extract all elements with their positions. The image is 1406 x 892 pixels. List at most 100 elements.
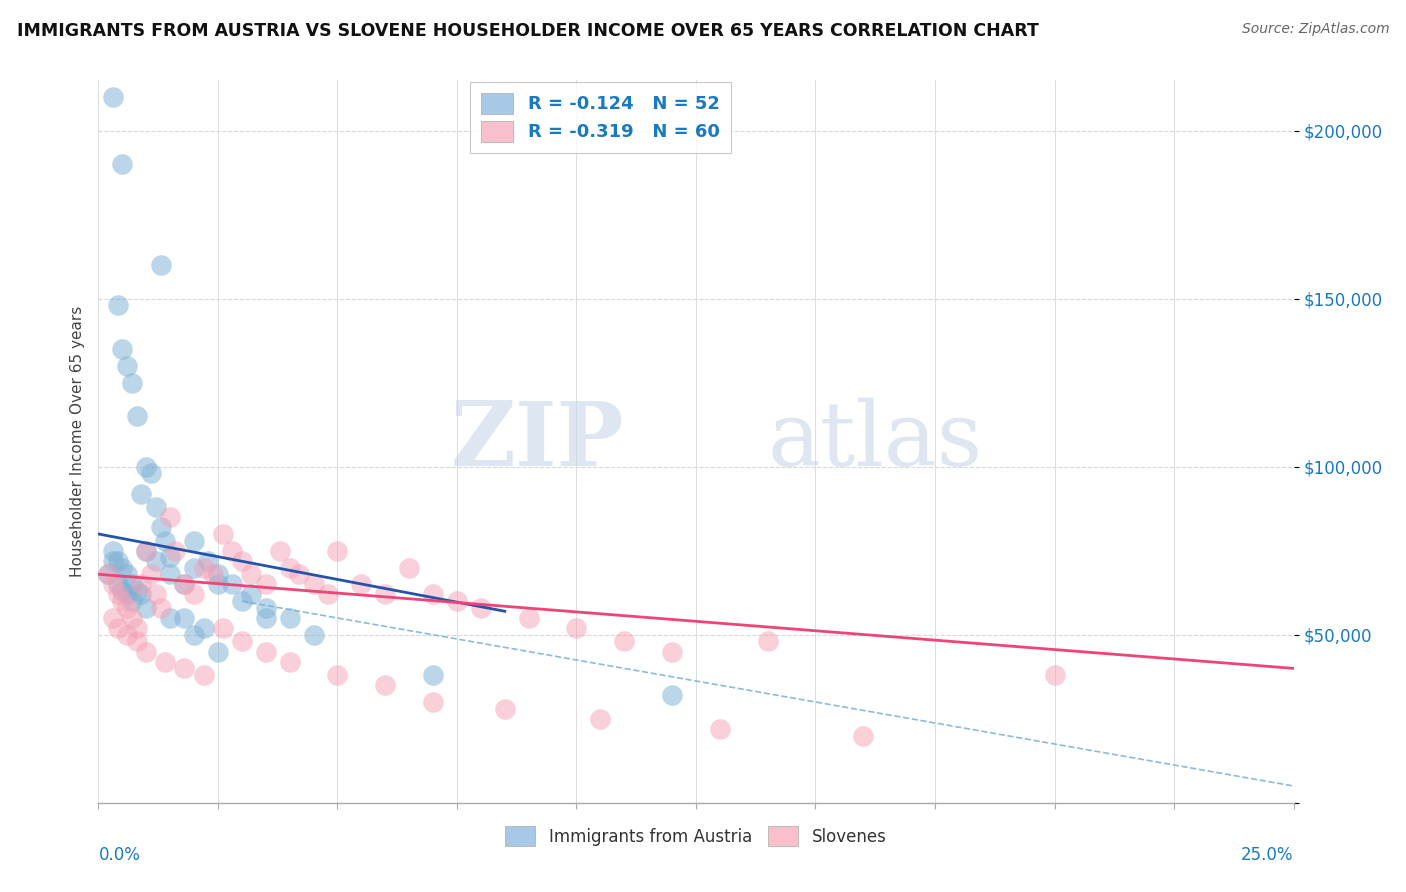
Point (517, 611, 540, 625)
Point (121, 594, 143, 608)
Point (173, 577, 195, 591)
Point (101, 577, 124, 591)
Point (193, 621, 215, 635)
Point (135, 543, 157, 558)
Point (221, 543, 243, 558)
Point (231, 634, 253, 648)
Point (97, 567, 120, 582)
Point (131, 587, 153, 601)
Point (207, 644, 229, 658)
Point (589, 712, 612, 726)
Point (278, 611, 301, 625)
Point (101, 90, 124, 104)
Point (139, 467, 162, 481)
Point (221, 577, 243, 591)
Point (193, 560, 215, 574)
Point (326, 543, 349, 558)
Point (107, 577, 129, 591)
Text: Source: ZipAtlas.com: Source: ZipAtlas.com (1241, 22, 1389, 37)
Point (145, 554, 167, 568)
Point (211, 527, 233, 541)
Point (101, 543, 124, 558)
Point (269, 543, 291, 558)
Point (316, 587, 339, 601)
Point (163, 543, 186, 558)
Point (494, 702, 516, 716)
Point (173, 661, 195, 675)
Point (326, 668, 349, 682)
Text: IMMIGRANTS FROM AUSTRIA VS SLOVENE HOUSEHOLDER INCOME OVER 65 YEARS CORRELATION : IMMIGRANTS FROM AUSTRIA VS SLOVENE HOUSE… (17, 22, 1039, 40)
Point (111, 157, 134, 171)
Point (101, 554, 124, 568)
Point (852, 729, 875, 743)
Point (207, 567, 229, 582)
Point (374, 678, 396, 692)
Point (131, 486, 153, 500)
Point (121, 577, 143, 591)
Point (97, 567, 120, 582)
Text: atlas: atlas (768, 398, 983, 485)
Point (422, 668, 444, 682)
Point (661, 688, 683, 702)
Point (446, 594, 468, 608)
Point (115, 567, 138, 582)
Point (159, 550, 181, 565)
Point (111, 560, 134, 574)
Point (101, 611, 124, 625)
Point (155, 533, 177, 548)
Point (302, 628, 325, 642)
Point (278, 655, 301, 669)
Point (197, 554, 219, 568)
Point (139, 567, 162, 582)
Point (125, 584, 148, 599)
Point (159, 567, 181, 582)
Legend: Immigrants from Austria, Slovenes: Immigrants from Austria, Slovenes (499, 820, 893, 852)
Point (173, 611, 195, 625)
Point (207, 577, 229, 591)
Point (149, 258, 172, 272)
Point (193, 668, 215, 682)
Point (183, 560, 205, 574)
Point (422, 695, 444, 709)
Text: 0.0%: 0.0% (98, 847, 141, 864)
Point (183, 587, 205, 601)
Point (211, 621, 233, 635)
Point (125, 634, 148, 648)
Point (231, 554, 253, 568)
Point (183, 533, 205, 548)
Point (470, 600, 492, 615)
Point (173, 577, 195, 591)
Point (159, 611, 181, 625)
Y-axis label: Householder Income Over 65 years: Householder Income Over 65 years (69, 306, 84, 577)
Point (135, 600, 157, 615)
Point (350, 577, 373, 591)
Point (240, 587, 263, 601)
Point (135, 543, 157, 558)
Point (115, 628, 138, 642)
Point (278, 560, 301, 574)
Point (121, 611, 143, 625)
Point (125, 409, 148, 424)
Point (183, 628, 205, 642)
Point (111, 594, 134, 608)
Point (107, 587, 129, 601)
Point (149, 520, 172, 534)
Point (374, 587, 396, 601)
Point (254, 577, 277, 591)
Point (565, 621, 588, 635)
Point (422, 587, 444, 601)
Point (231, 594, 253, 608)
Point (288, 567, 311, 582)
Point (398, 560, 420, 574)
Point (131, 577, 153, 591)
Point (107, 554, 129, 568)
Point (240, 567, 263, 582)
Point (254, 644, 277, 658)
Point (155, 655, 177, 669)
Point (121, 376, 143, 390)
Point (302, 577, 325, 591)
Point (756, 634, 779, 648)
Point (145, 587, 167, 601)
Point (115, 600, 138, 615)
Text: 25.0%: 25.0% (1241, 847, 1294, 864)
